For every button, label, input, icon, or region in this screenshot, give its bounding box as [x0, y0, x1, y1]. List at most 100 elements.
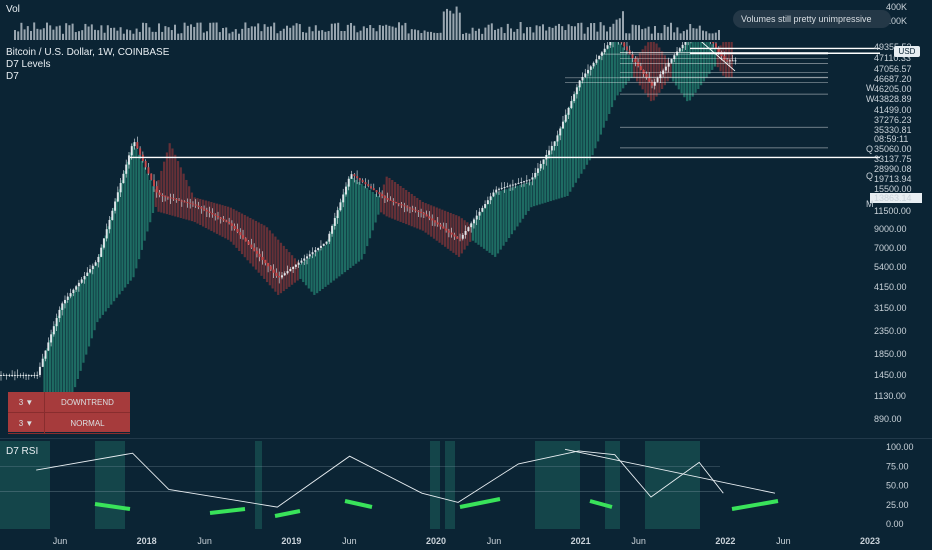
cloud-segment: [674, 55, 678, 86]
volume-bar: [177, 33, 180, 40]
volume-bar: [414, 29, 416, 40]
candle-body: [431, 218, 434, 221]
cloud-segment: [274, 236, 277, 292]
candle-body: [119, 183, 122, 193]
volume-bar: [558, 23, 560, 40]
cloud-segment: [563, 120, 566, 197]
candle-body: [447, 230, 450, 233]
cloud-segment: [560, 127, 564, 198]
volume-bar: [266, 26, 269, 40]
volume-bar: [132, 33, 135, 40]
candle-body: [58, 309, 61, 319]
rsi-title: D7 RSI: [6, 446, 39, 457]
cloud-segment: [137, 154, 141, 260]
volume-bar: [305, 32, 308, 40]
candle-body: [651, 81, 653, 86]
time-axis-label: Jun: [197, 536, 212, 546]
volume-bar: [308, 26, 311, 40]
volume-bar: [458, 12, 461, 40]
cloud-segment: [438, 208, 441, 243]
volume-bar: [404, 22, 407, 40]
price-axis-label: 47110.33: [874, 53, 911, 63]
cloud-segment: [616, 39, 619, 96]
candle-body: [13, 374, 16, 376]
cloud-segment: [460, 218, 463, 254]
candle-body: [83, 275, 86, 280]
volume-bar: [289, 27, 292, 40]
cloud-segment: [182, 173, 185, 219]
volume-bar: [695, 28, 698, 40]
volume-bar: [660, 33, 663, 40]
candle-body: [322, 243, 325, 246]
candle-body: [514, 183, 517, 185]
candle-body: [219, 217, 222, 219]
volume-bar: [180, 33, 183, 40]
candle-body: [564, 114, 567, 122]
cloud-segment: [407, 191, 411, 226]
candle-body: [325, 241, 328, 244]
candle-body: [175, 198, 178, 200]
candle-body: [561, 121, 564, 129]
volume-bar: [186, 25, 189, 40]
candle-body: [308, 254, 311, 257]
candle-body: [553, 141, 556, 146]
candle-body: [61, 303, 64, 310]
volume-bar: [334, 23, 336, 40]
cloud-segment: [118, 189, 121, 295]
volume-bar: [129, 30, 132, 40]
volume-bar: [350, 22, 352, 40]
row-num: 3: [18, 418, 24, 428]
cloud-segment: [221, 205, 224, 237]
volume-bar: [666, 26, 669, 40]
volume-bar: [561, 26, 564, 40]
candle-body: [659, 74, 662, 79]
candle-body: [673, 55, 676, 60]
candle-body: [606, 45, 609, 49]
candle-body: [169, 197, 172, 199]
volume-bar: [417, 30, 420, 40]
volume-bar: [103, 32, 106, 40]
cloud-segment: [124, 170, 127, 288]
candle-body: [225, 220, 228, 222]
currency-badge[interactable]: USD: [894, 46, 920, 57]
cloud-segment: [491, 196, 494, 255]
cloud-segment: [393, 181, 397, 220]
cloud-segment: [530, 181, 533, 208]
candle-body: [445, 228, 448, 231]
candle-body: [381, 194, 384, 197]
rsi-zone: [0, 441, 50, 529]
volume-bar: [68, 25, 71, 40]
cloud-segment: [93, 266, 96, 331]
cloud-segment: [499, 190, 502, 250]
volume-bar: [62, 33, 64, 40]
candle-body: [575, 87, 578, 95]
cloud-segment: [421, 201, 424, 231]
cloud-segment: [321, 247, 324, 289]
volume-bar: [206, 31, 208, 40]
candle-body: [336, 210, 339, 219]
volume-bar: [442, 11, 445, 40]
cloud-segment: [388, 177, 391, 218]
candle-body: [33, 374, 36, 376]
cloud-segment: [90, 269, 93, 339]
candle-body: [44, 350, 47, 359]
cloud-segment: [574, 92, 577, 183]
volume-bar: [145, 23, 148, 40]
indicator-levels-label: D7 Levels: [6, 59, 51, 70]
table-row: 3 ▼ NORMAL: [8, 413, 130, 434]
candle-body: [333, 218, 336, 226]
volume-bar: [218, 32, 221, 40]
row-num: 3: [18, 397, 24, 407]
cloud-segment: [368, 189, 372, 239]
green-arrow-icon: [94, 502, 131, 511]
cloud-segment: [143, 167, 146, 241]
candle-body: [364, 182, 367, 185]
cloud-segment: [602, 52, 605, 128]
candle-body: [728, 60, 731, 62]
candle-body: [297, 262, 300, 265]
candle-body: [408, 207, 411, 209]
volume-bar: [692, 28, 695, 40]
volume-bar: [676, 27, 679, 40]
candle-body: [489, 196, 492, 201]
volume-bar: [689, 23, 692, 40]
